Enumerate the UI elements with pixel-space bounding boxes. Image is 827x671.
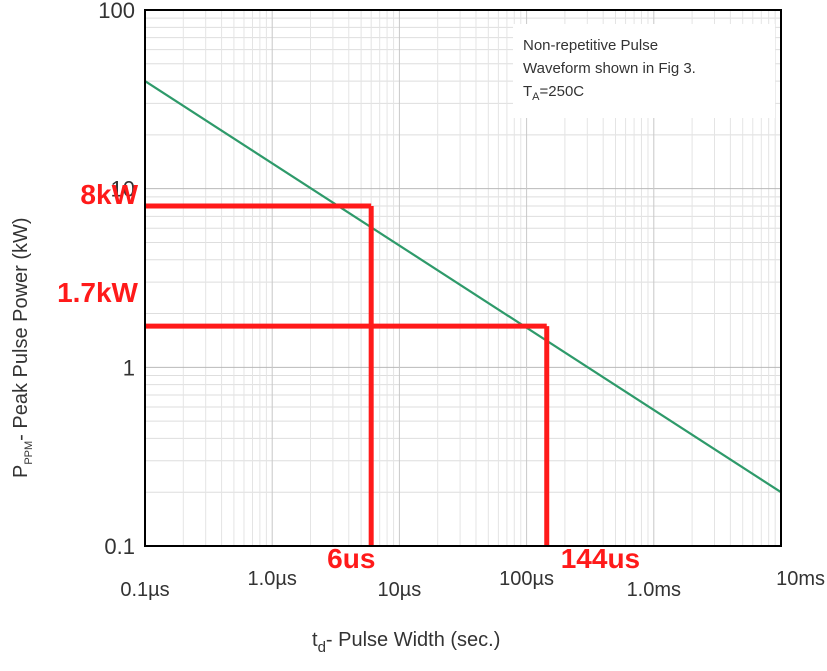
- y-axis-label-sub: PPM: [23, 441, 35, 465]
- y-axis-label-main: P: [10, 465, 32, 478]
- x-axis-label-rest: - Pulse Width (sec.): [326, 629, 500, 651]
- y-axis-label: PPPM- Peak Pulse Power (kW): [10, 217, 35, 478]
- annotation-temp-main: T: [523, 83, 532, 100]
- annotation-box: Non-repetitive Pulse Waveform shown in F…: [513, 24, 775, 118]
- annotation-box-bg: [513, 24, 775, 118]
- y-tick-label: 0.1: [104, 534, 135, 559]
- annotation-line-1: Non-repetitive Pulse: [523, 37, 658, 54]
- marker-layer: [145, 203, 550, 546]
- annotation-temp-sub: A: [532, 91, 540, 103]
- x-axis-label-sub: d: [318, 639, 326, 656]
- x-tick-label: 0.1µs: [120, 579, 169, 601]
- series-layer: [144, 80, 782, 494]
- x-axis-label-main: t: [312, 629, 318, 651]
- x-tick-label: 10ms: [776, 568, 825, 590]
- plot-frame: [144, 9, 782, 547]
- annotation-temperature: TA=250C: [523, 83, 584, 103]
- marker-width-label: 6us: [327, 543, 375, 574]
- y-tick-label: 10: [111, 177, 135, 202]
- x-tick-label: 10µs: [378, 579, 422, 601]
- x-tick-labels: 0.1µs 1.0µs 10µs 100µs 1.0ms 10ms: [120, 568, 825, 601]
- x-axis-label: td- Pulse Width (sec.): [312, 629, 500, 656]
- y-tick-label: 100: [98, 0, 135, 23]
- x-tick-label: 1.0µs: [248, 568, 297, 590]
- annotation-temp-rest: =250C: [540, 83, 585, 100]
- marker-labels: 8kW 6us 1.7kW 144us: [57, 179, 640, 574]
- x-tick-label: 1.0ms: [627, 579, 681, 601]
- marker-width-label: 144us: [561, 543, 640, 574]
- series-line-pulse-power: [144, 80, 782, 494]
- y-tick-label: 1: [123, 355, 135, 380]
- y-tick-labels: 100 10 1 0.1: [98, 0, 135, 559]
- x-tick-label: 100µs: [499, 568, 554, 590]
- marker-power-label: 8kW: [80, 179, 138, 210]
- annotation-line-2: Waveform shown in Fig 3.: [523, 60, 696, 77]
- y-axis-label-rest: - Peak Pulse Power (kW): [10, 217, 32, 440]
- marker-power-label: 1.7kW: [57, 277, 138, 308]
